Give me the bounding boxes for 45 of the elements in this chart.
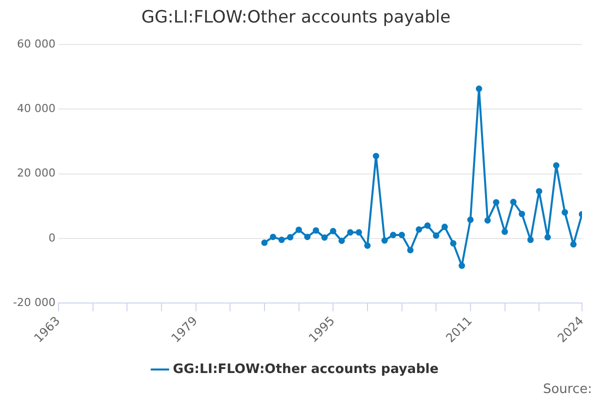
point [441,224,448,230]
y-tick-label: -20 000 [12,296,56,310]
point [553,162,560,169]
point [364,242,371,249]
point [527,236,534,244]
point [424,222,431,229]
point [407,246,414,254]
point [312,227,320,234]
point [450,240,456,247]
y-tick-label: 0 [48,231,56,244]
point [347,229,354,236]
point [381,237,388,244]
point [390,232,396,238]
point [296,226,302,233]
point [416,226,422,233]
y-tick-label: 20 000 [16,166,56,180]
point [338,238,345,244]
point [432,232,440,239]
point [321,234,328,241]
chart-title: GG:LI:FLOW:Other accounts payable [141,8,451,28]
point [570,241,577,248]
point [458,262,466,269]
point [492,199,500,206]
point [476,86,482,92]
point [510,198,517,206]
point [330,228,336,234]
point [484,217,491,224]
point [270,234,276,240]
point [278,236,285,244]
point [544,234,551,240]
point [518,210,526,218]
point [467,216,474,223]
point [502,228,508,235]
source-note: Source: [542,382,592,397]
point [398,232,405,238]
point [286,234,294,240]
legend-label: GG:LI:FLOW:Other accounts payable [172,362,439,377]
point [261,240,268,246]
point [304,234,311,240]
y-tick-label: 60 000 [16,37,56,50]
point [356,229,362,236]
point [562,209,568,216]
y-tick-label: 40 000 [16,102,56,115]
point [372,152,380,160]
point [536,188,542,194]
